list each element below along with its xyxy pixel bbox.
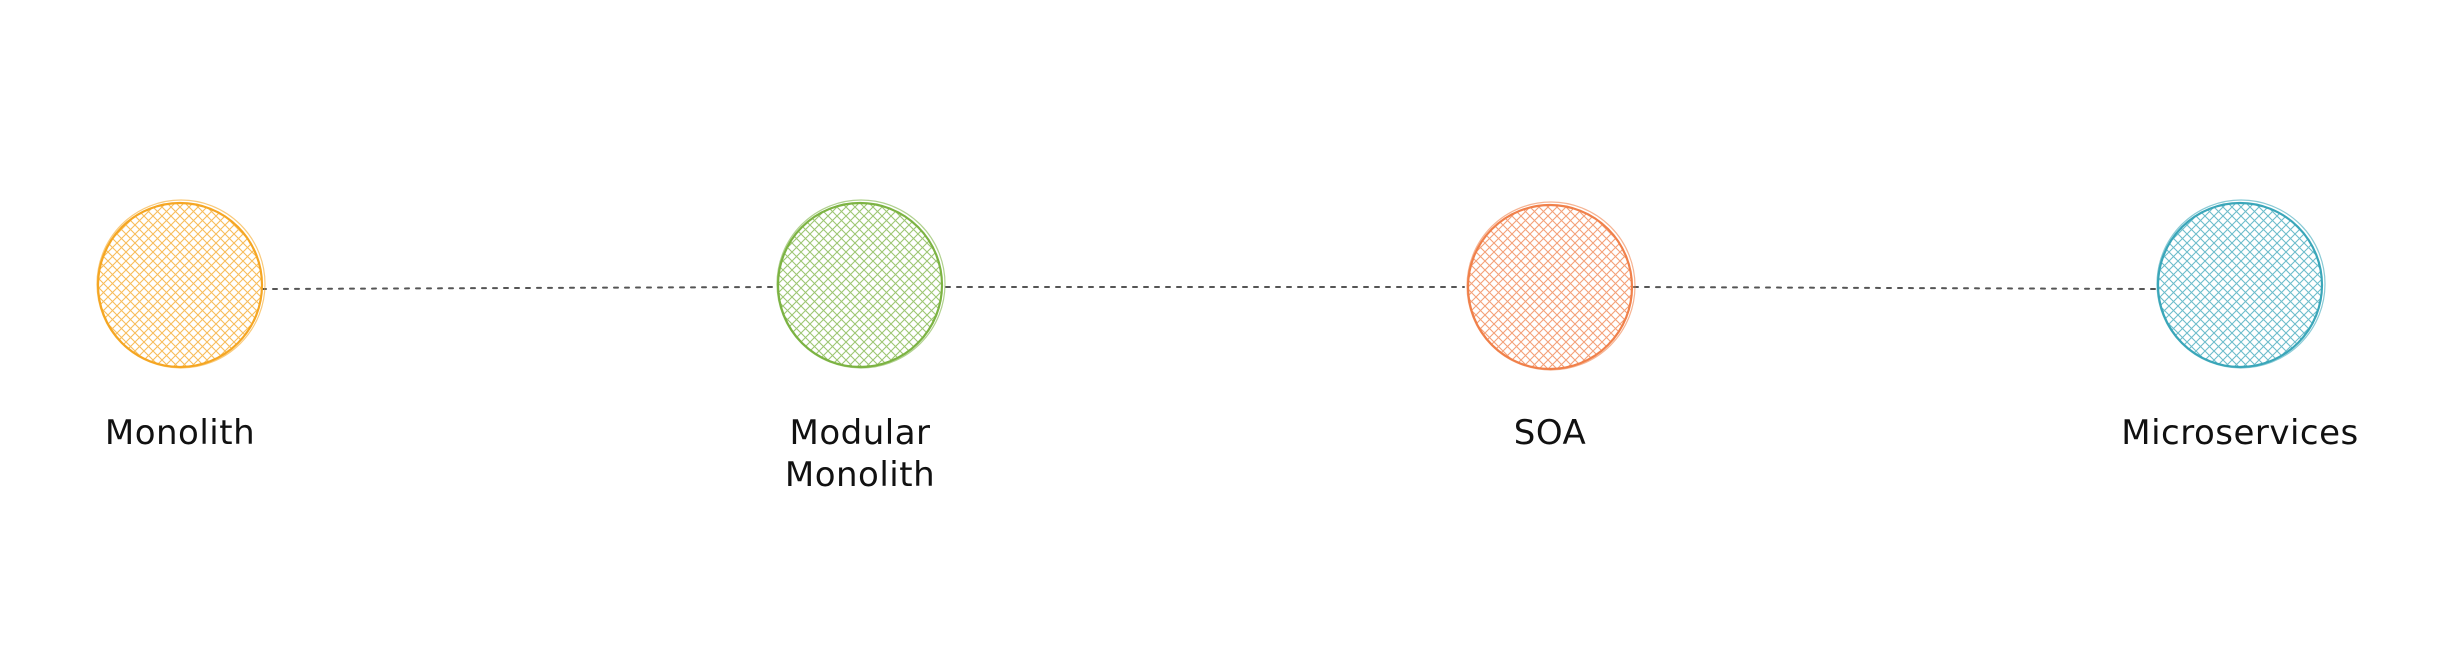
connector-soa-microservices — [1633, 286, 2157, 290]
label-monolith: Monolith — [104, 413, 256, 453]
node-soa — [1466, 201, 1636, 371]
connector-monolith-modular — [261, 286, 777, 290]
node-modular-monolith — [776, 199, 946, 369]
label-modular-monolith: Modular Monolith — [784, 413, 936, 495]
node-monolith — [96, 199, 266, 369]
node-microservices — [2156, 199, 2326, 369]
label-microservices: Microservices — [2121, 413, 2359, 453]
label-soa: SOA — [1513, 413, 1587, 453]
